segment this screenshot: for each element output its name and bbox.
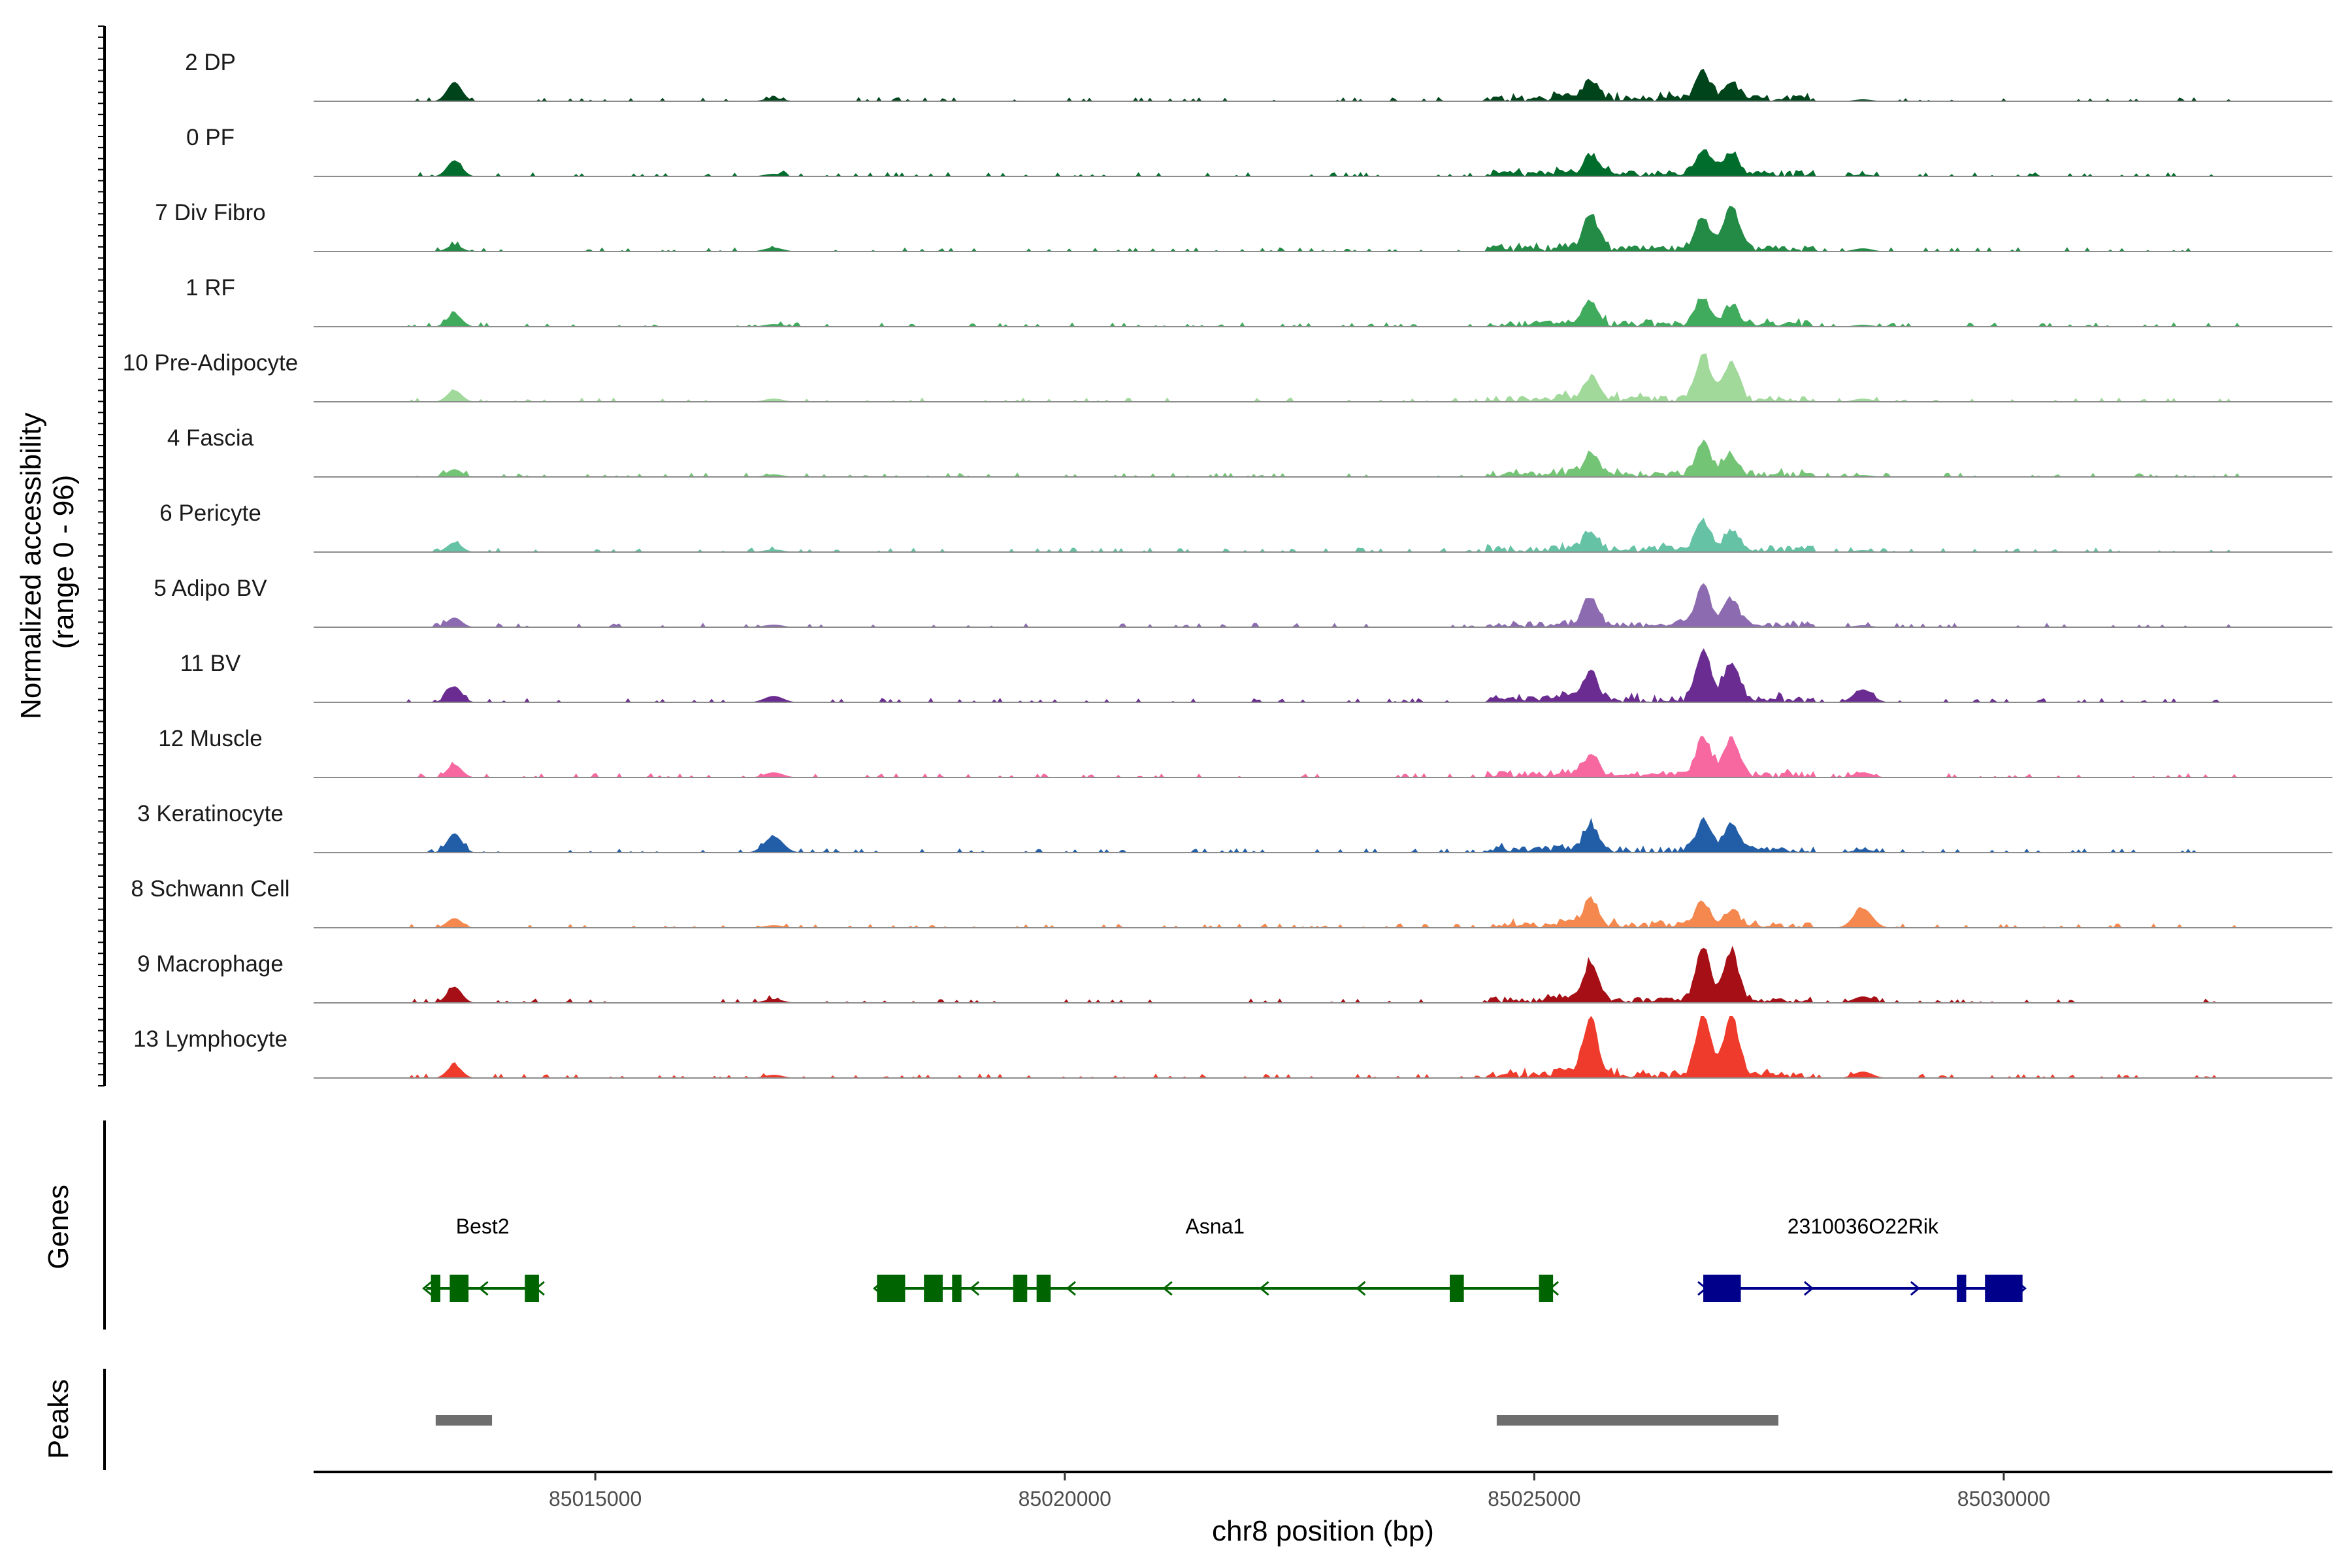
track-12: 8 Schwann Cell xyxy=(131,876,2332,928)
gene-label: Asna1 xyxy=(1185,1215,1245,1238)
genes-panel: Best2 Asna1 2310036O22Rik xyxy=(103,1120,2027,1330)
track-label: 6 Pericyte xyxy=(159,500,261,526)
exon xyxy=(431,1275,441,1302)
strand-chevron xyxy=(478,1281,489,1296)
accessibility-area xyxy=(314,149,2332,176)
track-label: 5 Adipo BV xyxy=(154,576,267,601)
track-label: 9 Macrophage xyxy=(137,951,284,977)
exon xyxy=(1013,1275,1028,1302)
track-5: 10 Pre-Adipocyte xyxy=(123,350,2332,402)
track-label: 0 PF xyxy=(186,125,235,150)
track-3: 7 Div Fibro xyxy=(155,200,2332,252)
track-label: 13 Lymphocyte xyxy=(133,1026,287,1052)
strand-chevron xyxy=(1356,1281,1366,1296)
accessibility-area xyxy=(314,583,2332,627)
gene-Asna1: Asna1 xyxy=(872,1215,1560,1302)
track-1: 2 DP xyxy=(185,50,2332,102)
x-tick-label: 85015000 xyxy=(549,1487,642,1511)
gene-Best2: Best2 xyxy=(422,1215,545,1302)
x-axis-title: chr8 position (bp) xyxy=(1212,1515,1434,1547)
strand-chevron xyxy=(969,1281,980,1296)
track-14: 13 Lymphocyte xyxy=(133,1016,2332,1079)
exon xyxy=(1539,1275,1554,1302)
exon xyxy=(952,1275,962,1302)
track-13: 9 Macrophage xyxy=(137,945,2332,1004)
exon xyxy=(525,1275,539,1302)
accessibility-area xyxy=(314,353,2332,402)
coverage-tracks: 2 DP 0 PF 7 Div Fibro 1 RF 10 Pre-Adipocyte 4… xyxy=(123,50,2332,1079)
strand-chevron xyxy=(1162,1281,1173,1296)
strand-chevron xyxy=(1803,1281,1814,1296)
track-8: 5 Adipo BV xyxy=(154,576,2332,628)
track-10: 12 Muscle xyxy=(158,726,2332,778)
track-label: 7 Div Fibro xyxy=(155,200,265,225)
track-label: 11 BV xyxy=(180,651,241,676)
y-axis-title: Normalized accessibility (range 0 - 96) xyxy=(15,404,80,719)
exon xyxy=(1703,1275,1741,1302)
track-6: 4 Fascia xyxy=(167,425,2332,478)
accessibility-area xyxy=(314,439,2332,477)
exon xyxy=(1957,1275,1967,1302)
track-7: 6 Pericyte xyxy=(159,500,2332,553)
accessibility-area xyxy=(314,517,2332,552)
accessibility-area xyxy=(314,736,2332,777)
gene-label: Best2 xyxy=(456,1215,510,1238)
gene-2310036O22Rik: 2310036O22Rik xyxy=(1697,1215,2027,1302)
accessibility-area xyxy=(314,945,2332,1003)
track-label: 4 Fascia xyxy=(167,425,254,451)
strand-chevron xyxy=(1066,1281,1076,1296)
track-2: 0 PF xyxy=(186,125,2332,177)
accessibility-area xyxy=(314,69,2332,101)
accessibility-area xyxy=(314,1016,2332,1078)
peaks-axis-title: Peaks xyxy=(42,1379,74,1459)
strand-chevron xyxy=(422,1281,433,1296)
accessibility-area xyxy=(314,648,2332,702)
exon xyxy=(1036,1275,1051,1302)
exon xyxy=(1450,1275,1464,1302)
gene-label: 2310036O22Rik xyxy=(1788,1215,1939,1238)
track-4: 1 RF xyxy=(186,275,2332,327)
exon xyxy=(924,1275,943,1302)
exon xyxy=(449,1275,469,1302)
strand-chevron xyxy=(1259,1281,1269,1296)
exon xyxy=(1985,1275,2023,1302)
track-label: 10 Pre-Adipocyte xyxy=(123,350,298,376)
accessibility-y-axis xyxy=(98,25,106,1086)
genes-axis-title: Genes xyxy=(42,1184,74,1269)
peak-region xyxy=(1496,1415,1779,1426)
accessibility-area xyxy=(314,896,2332,928)
strand-chevron xyxy=(1910,1281,1921,1296)
exon xyxy=(877,1275,906,1302)
x-tick-label: 85025000 xyxy=(1488,1487,1580,1511)
track-label: 8 Schwann Cell xyxy=(131,876,289,902)
x-tick-label: 85030000 xyxy=(1957,1487,2050,1511)
accessibility-area xyxy=(314,299,2332,327)
x-tick-label: 85020000 xyxy=(1019,1487,1111,1511)
peak-region xyxy=(435,1415,493,1426)
track-11: 3 Keratinocyte xyxy=(137,801,2332,853)
track-label: 3 Keratinocyte xyxy=(137,801,284,826)
track-label: 1 RF xyxy=(186,275,235,301)
track-label: 12 Muscle xyxy=(158,726,263,751)
track-label: 2 DP xyxy=(185,50,236,75)
accessibility-area xyxy=(314,205,2332,252)
x-axis: 85015000 85020000 85025000 85030000 xyxy=(314,1471,2332,1511)
accessibility-area xyxy=(314,817,2332,853)
track-9: 11 BV xyxy=(180,648,2332,703)
peaks-panel xyxy=(103,1369,1779,1470)
